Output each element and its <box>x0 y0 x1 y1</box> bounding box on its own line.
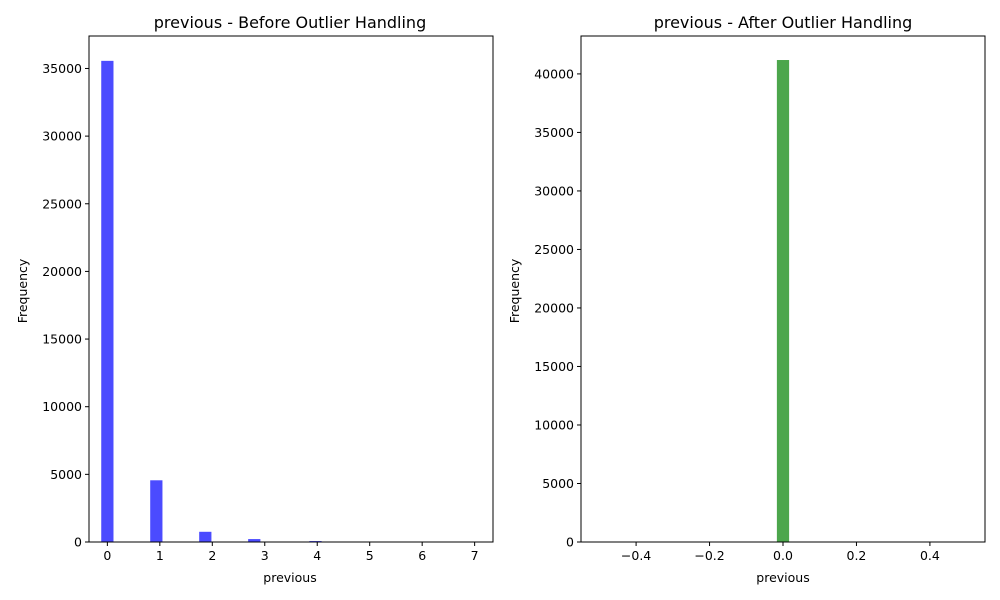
left-y-tick-label-7: 35000 <box>42 61 82 76</box>
right-y-tick-label-0: 0 <box>566 535 574 550</box>
left-y-tick-label-2: 10000 <box>42 399 82 414</box>
right-x-tick-label-0: −0.4 <box>621 548 651 563</box>
right-x-tick-label-2: 0.0 <box>773 548 793 563</box>
right-y-tick-label-7: 35000 <box>534 125 574 140</box>
right-y-tick-label-6: 30000 <box>534 183 574 198</box>
right-x-axis-label: previous <box>756 570 809 585</box>
left-y-ticks: 0 5000 10000 15000 20000 25000 30000 35000 <box>42 61 89 550</box>
right-x-tick-label-1: −0.2 <box>694 548 724 563</box>
right-x-tick-label-4: 0.4 <box>920 548 940 563</box>
left-chart-title: previous - Before Outlier Handling <box>154 13 426 32</box>
right-y-tick-label-3: 15000 <box>534 359 574 374</box>
right-y-ticks: 0 5000 10000 15000 20000 25000 30000 35000 40000 <box>534 66 581 550</box>
left-x-tick-label-5: 5 <box>366 548 374 563</box>
left-y-tick-label-5: 25000 <box>42 196 82 211</box>
right-axes-frame <box>580 35 986 543</box>
left-x-tick-label-2: 2 <box>208 548 216 563</box>
left-bars <box>101 60 481 543</box>
left-histogram-panel: previous - Before Outlier Handling 0 5000… <box>15 13 494 585</box>
right-y-axis-label: Frequency <box>507 258 522 323</box>
left-axes-frame <box>88 35 494 543</box>
right-y-tick-label-2: 10000 <box>534 417 574 432</box>
left-x-axis-label: previous <box>263 570 316 585</box>
left-bar-2 <box>199 531 212 542</box>
right-y-tick-label-4: 20000 <box>534 300 574 315</box>
right-x-ticks: −0.4 −0.2 0.0 0.2 0.4 <box>621 542 940 563</box>
left-bar-3 <box>248 539 261 542</box>
left-x-tick-label-4: 4 <box>313 548 321 563</box>
left-y-tick-label-3: 15000 <box>42 332 82 347</box>
left-y-tick-label-1: 5000 <box>50 467 82 482</box>
right-bar-0 <box>776 60 790 543</box>
left-x-tick-label-6: 6 <box>418 548 426 563</box>
right-y-tick-label-8: 40000 <box>534 66 574 81</box>
right-histogram-panel: previous - After Outlier Handling 0 5000 1… <box>507 13 986 585</box>
left-x-tick-label-3: 3 <box>261 548 269 563</box>
right-chart-title: previous - After Outlier Handling <box>654 13 913 32</box>
left-bar-0 <box>101 60 114 543</box>
left-x-tick-label-0: 0 <box>103 548 111 563</box>
left-bar-1 <box>150 480 163 542</box>
left-x-ticks: 0 1 2 3 4 5 6 7 <box>103 542 479 563</box>
left-x-tick-label-1: 1 <box>156 548 164 563</box>
right-y-tick-label-1: 5000 <box>542 476 574 491</box>
left-y-tick-label-0: 0 <box>74 535 82 550</box>
left-y-tick-label-6: 30000 <box>42 129 82 144</box>
right-y-tick-label-5: 25000 <box>534 242 574 257</box>
right-x-tick-label-3: 0.2 <box>847 548 867 563</box>
left-x-tick-label-7: 7 <box>471 548 479 563</box>
left-y-tick-label-4: 20000 <box>42 264 82 279</box>
right-bars <box>776 60 790 543</box>
left-y-axis-label: Frequency <box>15 258 30 323</box>
